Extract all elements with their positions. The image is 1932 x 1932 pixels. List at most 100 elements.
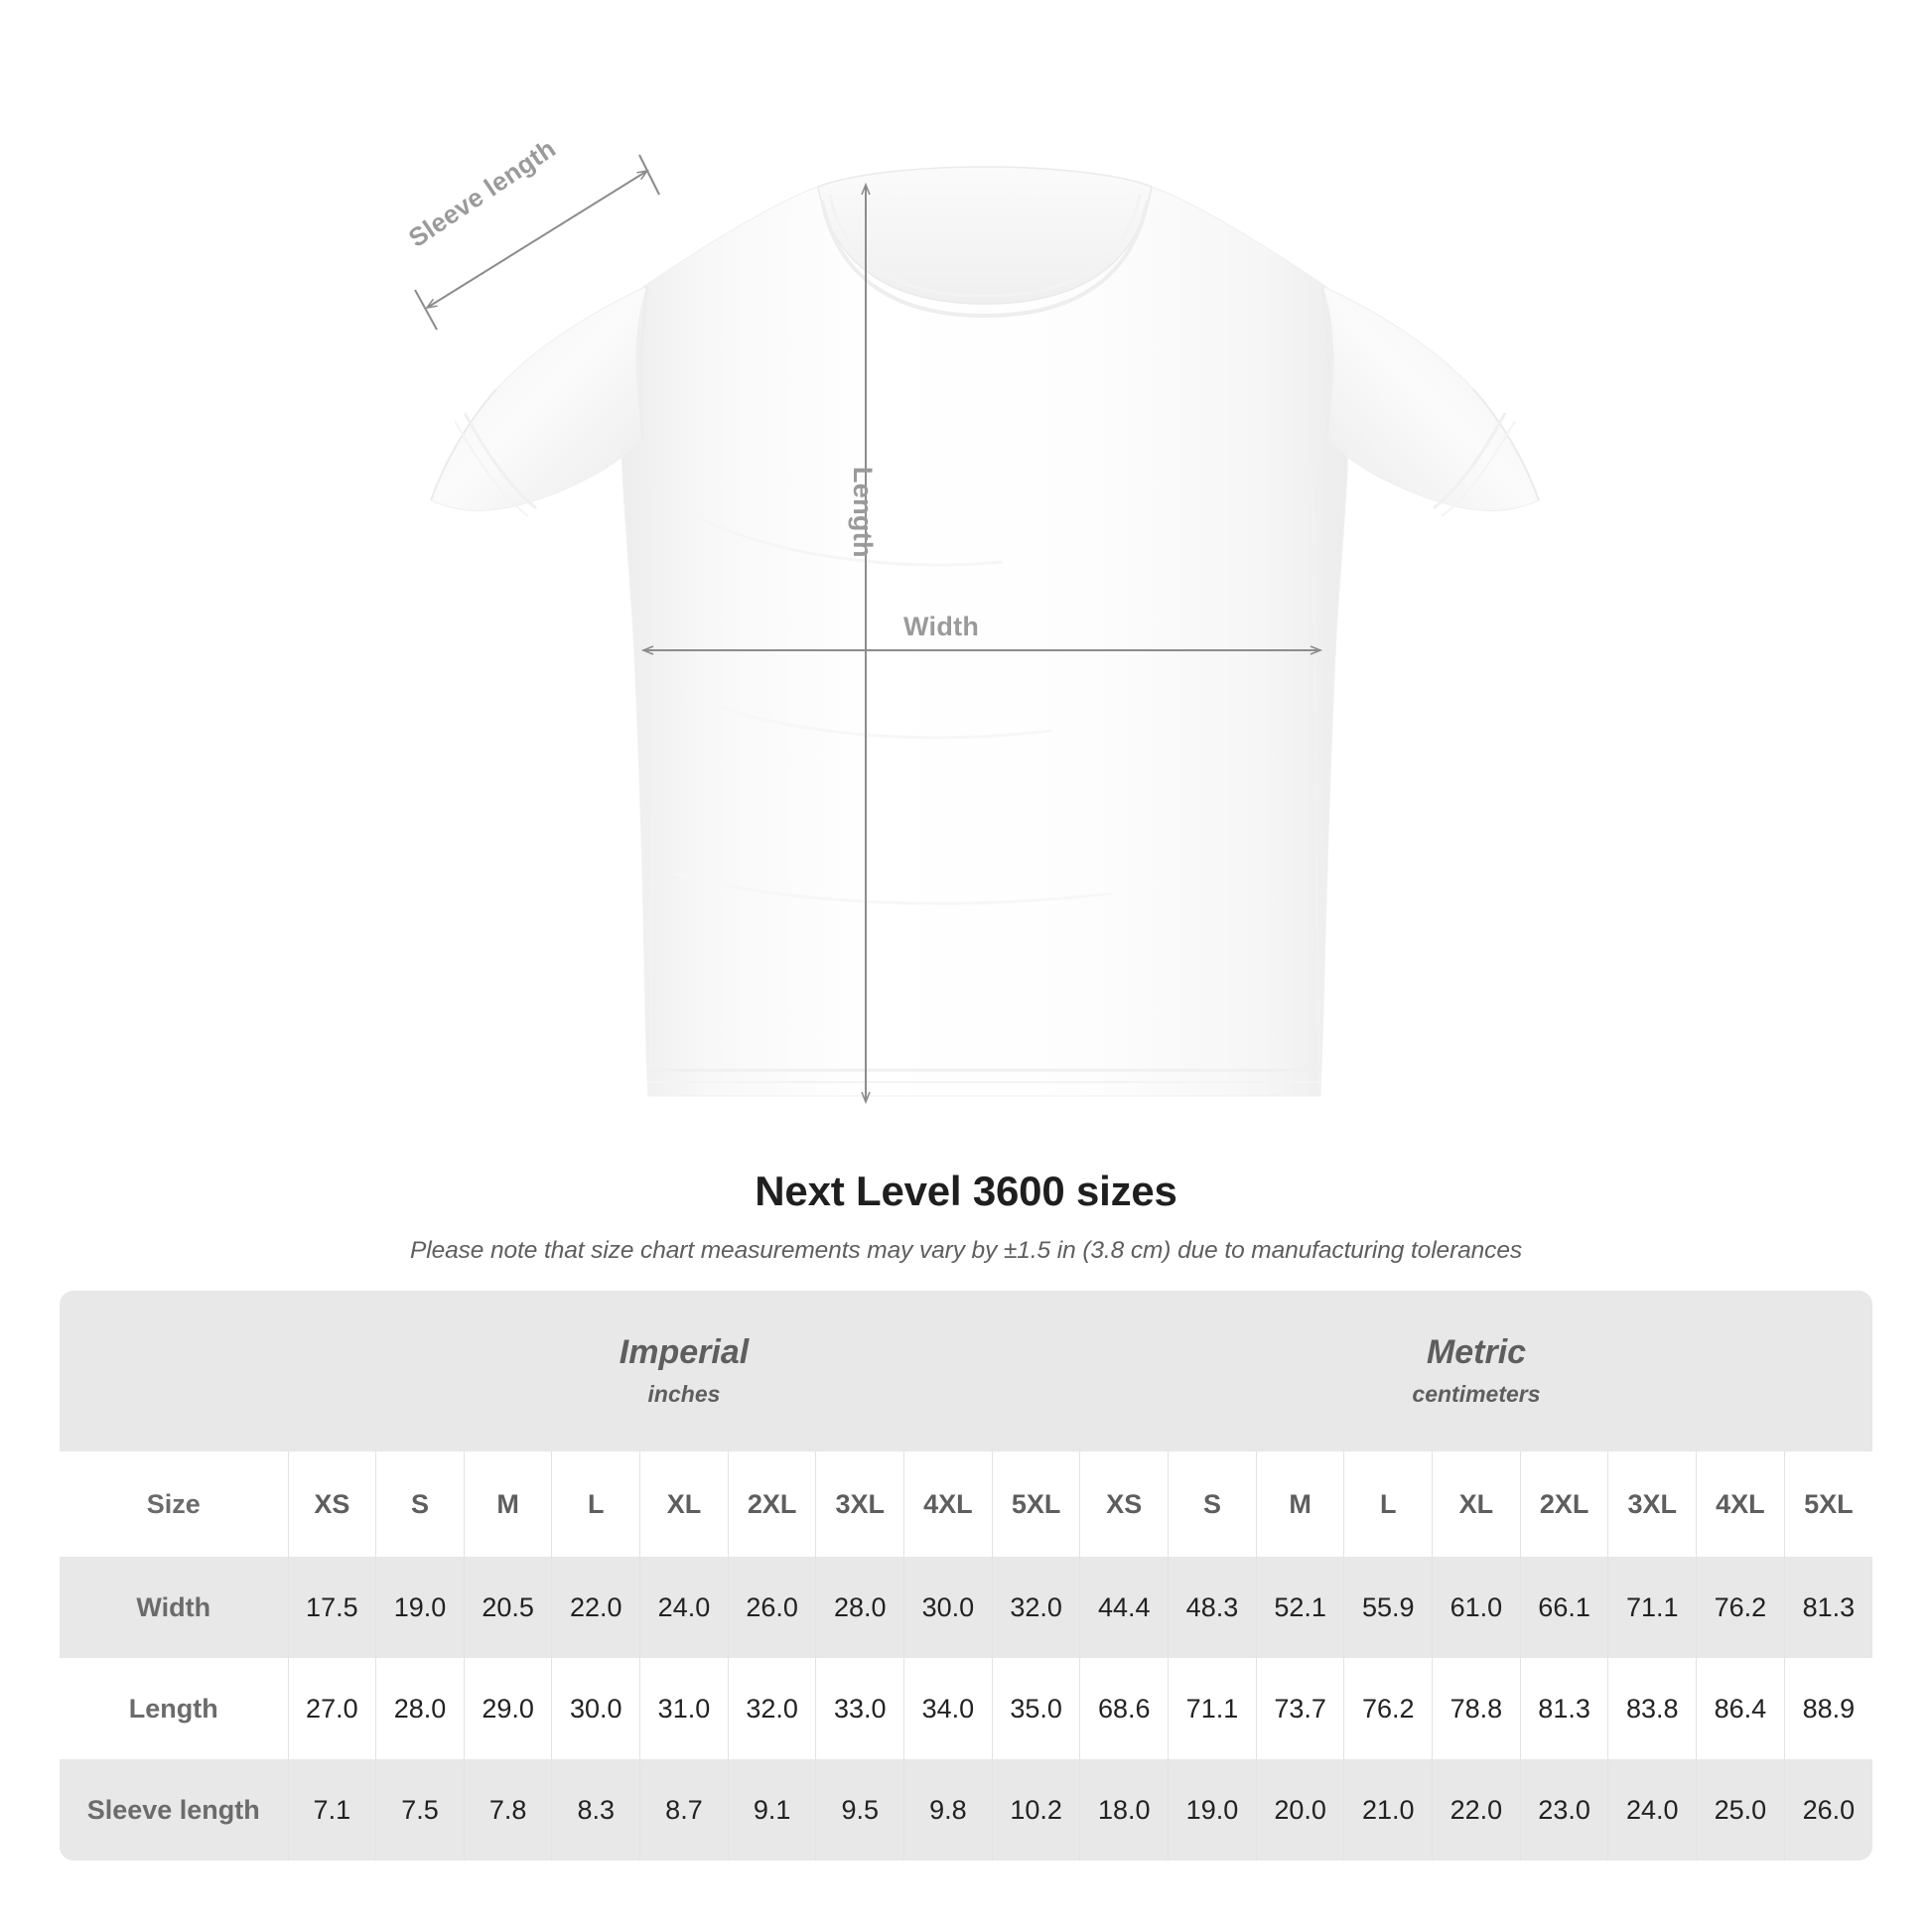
- measurement-cell: 8.7: [639, 1759, 729, 1861]
- tolerance-note: Please note that size chart measurements…: [410, 1237, 1522, 1264]
- size-header-cell: M: [1255, 1451, 1344, 1557]
- measurement-cell: 19.0: [375, 1557, 465, 1658]
- measurement-cell: 76.2: [1696, 1557, 1785, 1658]
- size-header-cell: 4XL: [903, 1451, 993, 1557]
- unit-header-spacer: [60, 1291, 288, 1451]
- size-chart-table: Imperial inches Metric centimeters Size X…: [60, 1291, 1872, 1861]
- measurement-cell: 26.0: [727, 1557, 816, 1658]
- measurement-cell: 17.5: [287, 1557, 376, 1658]
- measurement-cell: 7.5: [375, 1759, 465, 1861]
- title-block: Next Level 3600 sizes Please note that s…: [0, 1168, 1932, 1265]
- table-row: Length 27.0 28.0 29.0 30.0 31.0 32.0 33.0 34.0 35…: [60, 1658, 1872, 1759]
- size-header-cell: 2XL: [1519, 1451, 1608, 1557]
- measurement-cell: 61.0: [1432, 1557, 1521, 1658]
- measurement-cell: 52.1: [1255, 1557, 1344, 1658]
- unit-name-imperial: Imperial: [619, 1333, 750, 1372]
- measurement-cell: 81.3: [1519, 1658, 1608, 1759]
- measurement-cell: 30.0: [903, 1557, 993, 1658]
- size-header-cell: 3XL: [815, 1451, 904, 1557]
- measurement-cell: 55.9: [1343, 1557, 1433, 1658]
- size-header-cell: XS: [1079, 1451, 1169, 1557]
- size-chart-body: Size XS S M L XL 2XL 3XL 4XL 5XL XS S M L XL 2XL 3XL 4XL 5…: [60, 1451, 1872, 1861]
- measurement-cell: 32.0: [727, 1658, 816, 1759]
- table-row: Sleeve length 7.1 7.5 7.8 8.3 8.7 9.1 9.5 9.8 10.…: [60, 1759, 1872, 1861]
- measurement-cell: 29.0: [463, 1658, 552, 1759]
- size-header-cell: 4XL: [1696, 1451, 1785, 1557]
- size-chart-table-container: Imperial inches Metric centimeters Size X…: [60, 1291, 1872, 1861]
- table-row-size: Size XS S M L XL 2XL 3XL 4XL 5XL XS S M L XL 2XL 3XL 4XL 5…: [60, 1451, 1872, 1557]
- measurement-cell: 86.4: [1696, 1658, 1785, 1759]
- measurement-cell: 88.9: [1783, 1658, 1872, 1759]
- size-header-cell: S: [1168, 1451, 1257, 1557]
- measurement-cell: 20.0: [1255, 1759, 1344, 1861]
- unit-group-header-row: Imperial inches Metric centimeters: [60, 1291, 1872, 1451]
- measurement-cell: 44.4: [1079, 1557, 1169, 1658]
- measurement-cell: 25.0: [1696, 1759, 1785, 1861]
- measurement-cell: 33.0: [815, 1658, 904, 1759]
- measurement-cell: 9.1: [727, 1759, 816, 1861]
- measurement-cell: 27.0: [287, 1658, 376, 1759]
- measurement-cell: 76.2: [1343, 1658, 1433, 1759]
- measurement-cell: 9.5: [815, 1759, 904, 1861]
- unit-sub-metric: centimeters: [1412, 1380, 1541, 1407]
- tshirt-illustration: [414, 154, 1540, 1105]
- measurement-cell: 24.0: [1607, 1759, 1697, 1861]
- sleeve-tick-end: [638, 154, 660, 196]
- measurement-cell: 30.0: [551, 1658, 640, 1759]
- measurement-cell: 83.8: [1607, 1658, 1697, 1759]
- measurement-cell: 23.0: [1519, 1759, 1608, 1861]
- size-header-cell: M: [463, 1451, 552, 1557]
- measurement-cell: 18.0: [1079, 1759, 1169, 1861]
- shirt-graphic: [430, 166, 1540, 1097]
- size-header-cell: XS: [287, 1451, 376, 1557]
- row-label: Sleeve length: [60, 1759, 288, 1861]
- measurement-cell: 9.8: [903, 1759, 993, 1861]
- measurement-cell: 31.0: [639, 1658, 729, 1759]
- table-row: Width 17.5 19.0 20.5 22.0 24.0 26.0 28.0 30.0 32.…: [60, 1557, 1872, 1658]
- measurement-cell: 24.0: [639, 1557, 729, 1658]
- measurement-cell: 8.3: [551, 1759, 640, 1861]
- measurement-cell: 22.0: [1432, 1759, 1521, 1861]
- measurement-cell: 32.0: [991, 1557, 1080, 1658]
- measurement-cell: 7.8: [463, 1759, 552, 1861]
- measurement-cell: 71.1: [1607, 1557, 1697, 1658]
- measurement-cell: 28.0: [815, 1557, 904, 1658]
- measurement-cell: 78.8: [1432, 1658, 1521, 1759]
- width-annotation-label: Width: [903, 612, 980, 641]
- measurement-cell: 73.7: [1255, 1658, 1344, 1759]
- size-header-cell: L: [1343, 1451, 1433, 1557]
- sleeve-length-arrow: [425, 169, 649, 310]
- size-header-cell: 5XL: [1783, 1451, 1872, 1557]
- sleeve-tick-start: [414, 289, 438, 331]
- row-label: Width: [60, 1557, 288, 1658]
- measurement-cell: 19.0: [1168, 1759, 1257, 1861]
- size-header-cell: 5XL: [991, 1451, 1080, 1557]
- size-header-cell: XL: [639, 1451, 729, 1557]
- measurement-cell: 34.0: [903, 1658, 993, 1759]
- size-header-cell: 3XL: [1607, 1451, 1697, 1557]
- measurement-cell: 7.1: [287, 1759, 376, 1861]
- measurement-cell: 68.6: [1079, 1658, 1169, 1759]
- measurement-cell: 66.1: [1519, 1557, 1608, 1658]
- page-title: Next Level 3600 sizes: [755, 1168, 1177, 1214]
- row-label-size: Size: [60, 1451, 288, 1557]
- row-label: Length: [60, 1658, 288, 1759]
- unit-header-metric: Metric centimeters: [1079, 1291, 1872, 1451]
- length-annotation-label: Length: [848, 467, 878, 558]
- measurement-cell: 10.2: [991, 1759, 1080, 1861]
- measurement-cell: 35.0: [991, 1658, 1080, 1759]
- measurement-cell: 28.0: [375, 1658, 465, 1759]
- tshirt-measurement-diagram: Sleeve length Length Width: [403, 133, 1540, 1105]
- unit-header-imperial: Imperial inches: [288, 1291, 1080, 1451]
- measurement-cell: 48.3: [1168, 1557, 1257, 1658]
- size-header-cell: XL: [1432, 1451, 1521, 1557]
- size-header-cell: L: [551, 1451, 640, 1557]
- measurement-cell: 26.0: [1783, 1759, 1872, 1861]
- measurement-cell: 21.0: [1343, 1759, 1433, 1861]
- measurement-cell: 22.0: [551, 1557, 640, 1658]
- size-header-cell: 2XL: [727, 1451, 816, 1557]
- measurement-cell: 71.1: [1168, 1658, 1257, 1759]
- unit-sub-imperial: inches: [647, 1380, 721, 1407]
- size-header-cell: S: [375, 1451, 465, 1557]
- measurement-cell: 81.3: [1783, 1557, 1872, 1658]
